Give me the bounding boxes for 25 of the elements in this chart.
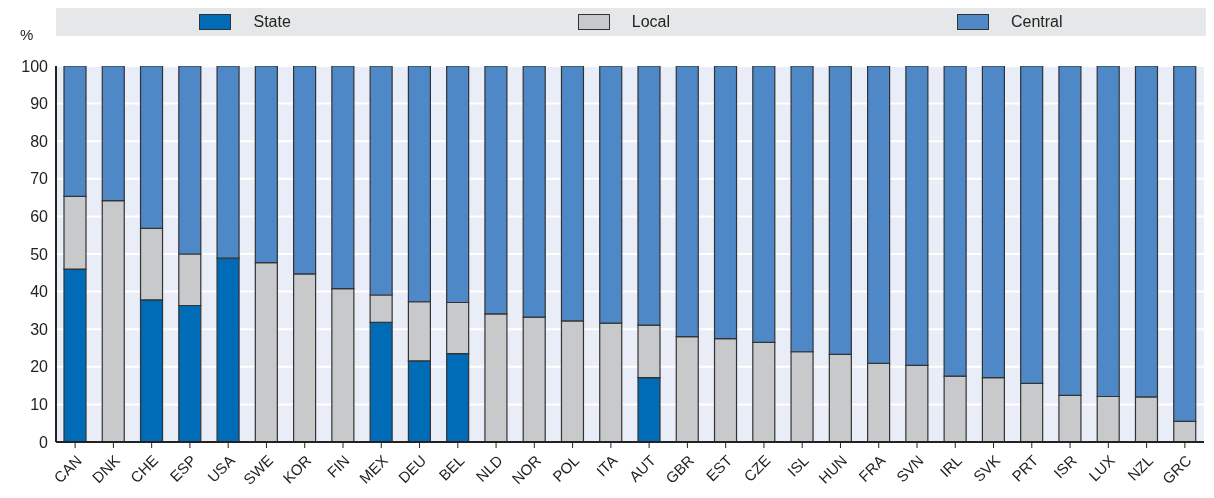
x-tick-label: ITA (592, 451, 621, 480)
y-tick-label: 0 (39, 433, 49, 451)
x-tick-label: BEL (435, 451, 468, 484)
y-tick-label: 80 (30, 132, 49, 150)
y-tick-label: 100 (21, 57, 49, 75)
x-tick-label: FIN (323, 451, 353, 481)
x-tick-label: IRL (936, 451, 965, 481)
x-tick-label: ISL (783, 451, 812, 480)
y-tick-label: 60 (30, 208, 49, 226)
y-tick-label: 30 (30, 320, 49, 338)
legend-label: State (253, 13, 291, 31)
x-tick-label: NZL (1124, 451, 1157, 484)
legend-label: Central (1010, 13, 1063, 31)
legend-label: Local (631, 13, 671, 31)
x-tick-label: FRA (855, 451, 889, 485)
y-axis-title: % (20, 26, 34, 43)
y-tick-label: 40 (30, 283, 49, 301)
y-tick-label: 90 (30, 95, 49, 113)
y-tick-label: 70 (30, 170, 49, 188)
x-tick-label: USA (204, 451, 238, 486)
y-tick-label: 20 (30, 358, 49, 376)
y-tick-label: 50 (30, 245, 49, 263)
x-tick-label: POL (549, 451, 583, 485)
x-tick-label: ISR (1050, 451, 1080, 482)
y-tick-label: 10 (30, 396, 49, 414)
